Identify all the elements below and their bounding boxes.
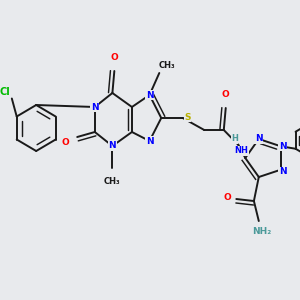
Text: Cl: Cl (0, 88, 11, 98)
Text: O: O (61, 137, 69, 146)
Text: N: N (109, 142, 116, 151)
Text: O: O (222, 91, 230, 100)
Text: S: S (184, 112, 191, 122)
Text: NH₂: NH₂ (252, 226, 271, 236)
Text: N: N (255, 134, 262, 143)
Text: N: N (91, 103, 99, 112)
Text: N: N (279, 167, 286, 176)
Text: N: N (146, 91, 153, 100)
Text: O: O (224, 193, 231, 202)
Text: H: H (231, 134, 238, 143)
Text: N: N (146, 136, 153, 146)
Text: CH₃: CH₃ (159, 61, 176, 70)
Text: CH₃: CH₃ (104, 176, 121, 185)
Text: O: O (110, 53, 118, 62)
Text: N: N (279, 142, 286, 151)
Text: NH: NH (234, 146, 248, 155)
